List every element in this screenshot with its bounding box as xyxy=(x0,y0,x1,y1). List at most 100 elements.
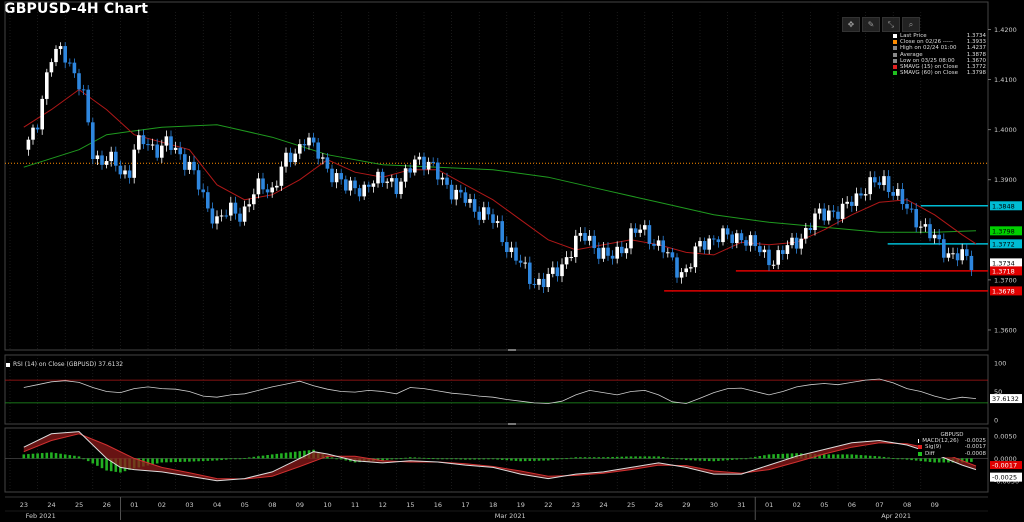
macd-histogram-bar xyxy=(215,458,219,461)
candle-body xyxy=(955,253,960,261)
legend-label: Diff xyxy=(925,450,935,457)
candle-body xyxy=(284,152,288,167)
macd-legend-row: Diff -0.0008 xyxy=(918,451,986,457)
legend-label: Low on 03/25 08:00 xyxy=(900,57,955,64)
x-day-label: 05 xyxy=(241,501,249,509)
candle-body xyxy=(546,273,550,288)
macd-histogram-bar xyxy=(919,458,923,462)
macd-histogram-bar xyxy=(657,456,660,459)
macd-histogram-bar xyxy=(901,458,904,460)
macd-histogram-bar xyxy=(284,452,288,459)
price-tick-label: 1.3700 xyxy=(994,276,1017,284)
macd-histogram-bar xyxy=(703,458,706,461)
macd-histogram-bar xyxy=(638,456,642,459)
candle-body xyxy=(735,233,739,244)
x-day-label: 01 xyxy=(765,501,773,509)
macd-histogram-bar xyxy=(832,454,835,459)
candle-body xyxy=(187,161,192,170)
macd-histogram-bar xyxy=(523,458,527,462)
candle-body xyxy=(537,278,541,285)
macd-histogram-bar xyxy=(59,453,62,459)
macd-histogram-bar xyxy=(335,458,338,460)
zoom-icon[interactable]: ⌕ xyxy=(902,17,920,32)
candle-body xyxy=(827,210,831,221)
candle-body xyxy=(928,224,932,239)
candle-body xyxy=(173,147,178,150)
macd-histogram-bar xyxy=(450,458,453,460)
candle-body xyxy=(505,242,509,253)
candle-body xyxy=(758,246,762,253)
macd-histogram-bar xyxy=(942,458,946,463)
candle-body xyxy=(592,235,596,249)
macd-histogram-bar xyxy=(31,453,35,459)
candle-body xyxy=(569,257,573,259)
x-day-label: 07 xyxy=(875,501,883,509)
macd-histogram-bar xyxy=(344,458,348,461)
price-label-box xyxy=(990,239,1022,249)
candle-body xyxy=(799,238,803,249)
macd-histogram-bar xyxy=(298,451,302,459)
candle-body xyxy=(702,241,707,250)
macd-histogram-bar xyxy=(408,457,412,459)
candle-body xyxy=(679,272,684,278)
candle-body xyxy=(969,255,974,271)
macd-histogram-bar xyxy=(459,458,463,460)
candle-body xyxy=(339,173,343,180)
macd-histogram-bar xyxy=(588,457,591,459)
macd-histogram-bar xyxy=(887,457,890,459)
candle-body xyxy=(785,245,790,254)
candle-body xyxy=(261,178,265,190)
candle-body xyxy=(606,247,610,256)
macd-histogram-bar xyxy=(510,458,513,461)
macd-histogram-bar xyxy=(454,458,458,460)
candle-body xyxy=(477,211,481,220)
candle-body xyxy=(721,228,725,243)
macd-histogram-bar xyxy=(326,456,329,459)
legend-value: 1.3772 xyxy=(966,64,986,71)
candle-body xyxy=(114,151,118,166)
macd-histogram-bar xyxy=(418,457,421,459)
move-icon[interactable]: ✥ xyxy=(842,17,860,32)
candle-body xyxy=(334,173,339,183)
candle-body xyxy=(629,228,633,249)
candle-body xyxy=(123,170,127,175)
candle-body xyxy=(781,250,785,254)
macd-histogram-bar xyxy=(625,456,628,459)
macd-histogram-bar xyxy=(243,458,246,459)
candle-body xyxy=(449,184,454,200)
macd-histogram-bar xyxy=(620,456,624,459)
macd-histogram-bar xyxy=(464,458,467,460)
macd-histogram-bar xyxy=(684,458,688,461)
macd-histogram-bar xyxy=(537,458,541,461)
macd-histogram-bar xyxy=(385,458,389,460)
candle-body xyxy=(164,136,169,146)
x-day-label: 03 xyxy=(185,501,193,509)
macd-histogram-bar xyxy=(77,456,81,459)
x-day-label: 02 xyxy=(793,501,801,509)
legend-value: 1.3798 xyxy=(966,70,986,77)
candle-body xyxy=(854,193,859,206)
rsi-value-box xyxy=(990,394,1022,404)
legend-row: SMAVG (15) on Close 1.3772 xyxy=(893,64,986,70)
candle-body xyxy=(242,206,247,222)
candle-body xyxy=(132,149,136,178)
x-day-label: 04 xyxy=(213,501,221,509)
legend-label: Last Price xyxy=(900,33,927,40)
candle-body xyxy=(403,168,408,182)
crosshair-icon[interactable]: ⤡ xyxy=(882,17,900,32)
candle-body xyxy=(141,135,146,145)
draw-icon[interactable]: ✎ xyxy=(862,17,880,32)
candle-body xyxy=(744,240,748,246)
macd-histogram-bar xyxy=(740,458,743,460)
macd-histogram-bar xyxy=(427,458,430,459)
legend-label: SMAVG (15) on Close xyxy=(900,64,959,71)
legend-label: Average xyxy=(900,51,923,58)
price-label: 1.3718 xyxy=(992,267,1015,275)
x-day-label: 06 xyxy=(848,501,856,509)
x-day-label: 19 xyxy=(517,501,525,509)
macd-histogram-bar xyxy=(914,458,918,461)
candle-body xyxy=(385,181,389,183)
candle-body xyxy=(367,184,371,187)
legend-label: Sig(9) xyxy=(925,444,942,451)
candle-body xyxy=(63,46,67,63)
